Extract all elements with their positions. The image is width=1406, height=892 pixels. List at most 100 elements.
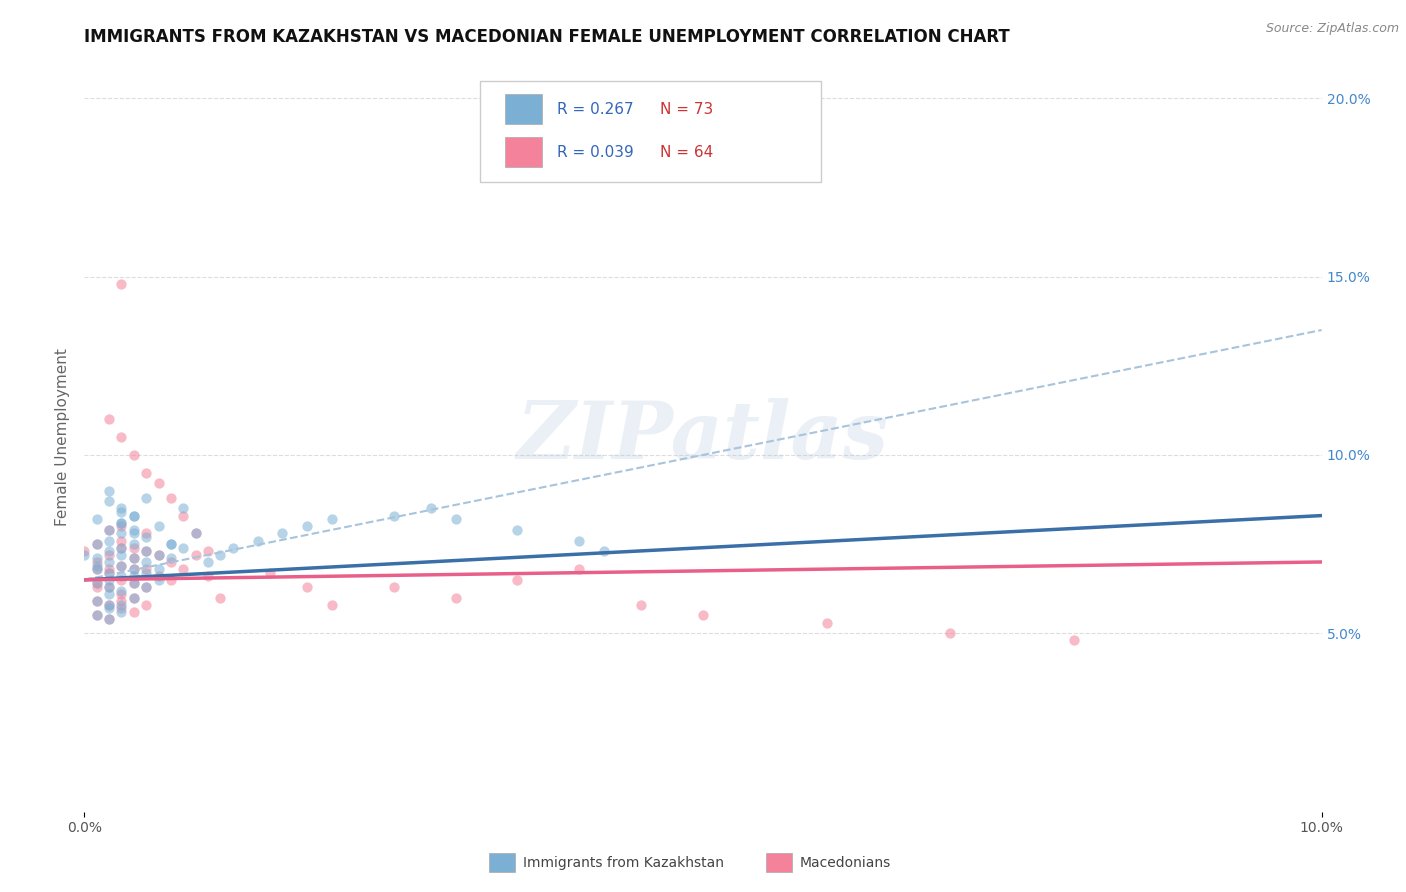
Point [506,573,529,587]
Point [295,580,318,594]
Point [122,551,145,566]
Point [135,598,157,612]
Point [135,580,157,594]
Point [382,580,405,594]
Point [110,558,132,573]
Point [98,566,121,580]
Point [148,548,170,562]
Point [73,548,96,562]
Point [98,573,121,587]
Point [148,519,170,533]
Point [271,526,294,541]
Point [172,508,194,523]
Point [321,512,343,526]
Point [222,541,245,555]
Point [122,569,145,583]
Point [110,548,132,562]
Point [86,537,108,551]
Text: R = 0.267: R = 0.267 [557,102,634,117]
Point [86,512,108,526]
Point [110,573,132,587]
Point [98,523,121,537]
Point [122,537,145,551]
Point [110,519,132,533]
Point [135,466,157,480]
Text: Source: ZipAtlas.com: Source: ZipAtlas.com [1265,22,1399,36]
Point [110,505,132,519]
Point [135,544,157,558]
Point [321,598,343,612]
Text: Macedonians: Macedonians [800,855,891,870]
Point [122,526,145,541]
Point [122,523,145,537]
Point [98,612,121,626]
Point [110,533,132,548]
Point [98,598,121,612]
Point [98,533,121,548]
Point [1063,633,1085,648]
Point [98,598,121,612]
Point [110,598,132,612]
Text: IMMIGRANTS FROM KAZAKHSTAN VS MACEDONIAN FEMALE UNEMPLOYMENT CORRELATION CHART: IMMIGRANTS FROM KAZAKHSTAN VS MACEDONIAN… [84,28,1010,45]
Point [110,501,132,516]
Point [122,541,145,555]
Text: Immigrants from Kazakhstan: Immigrants from Kazakhstan [523,855,724,870]
Point [110,430,132,444]
FancyBboxPatch shape [481,81,821,182]
Point [148,562,170,576]
Point [110,601,132,615]
Point [110,569,132,583]
Point [98,555,121,569]
Point [86,558,108,573]
Point [98,412,121,426]
Point [86,576,108,591]
Point [122,576,145,591]
Point [172,541,194,555]
Point [98,566,121,580]
Point [135,555,157,569]
Point [815,615,838,630]
Text: N = 73: N = 73 [659,102,713,117]
Point [110,605,132,619]
Point [122,508,145,523]
Point [184,526,207,541]
Point [98,580,121,594]
Point [148,569,170,583]
Point [148,476,170,491]
Point [110,594,132,608]
Point [122,448,145,462]
Point [122,562,145,576]
Point [160,491,183,505]
Point [110,541,132,555]
Text: ZIPatlas: ZIPatlas [517,399,889,475]
Point [160,555,183,569]
Point [135,580,157,594]
Point [160,537,183,551]
Y-axis label: Female Unemployment: Female Unemployment [55,348,70,526]
Point [197,569,219,583]
Point [86,562,108,576]
Point [135,491,157,505]
Point [122,591,145,605]
Point [86,580,108,594]
Point [148,573,170,587]
Point [172,562,194,576]
Point [122,508,145,523]
Point [135,530,157,544]
Point [86,608,108,623]
Point [110,516,132,530]
Point [98,580,121,594]
Text: R = 0.039: R = 0.039 [557,145,634,160]
Point [110,558,132,573]
Point [209,591,232,605]
Point [98,548,121,562]
Point [86,537,108,551]
Point [197,555,219,569]
Point [506,523,529,537]
Point [122,605,145,619]
Point [86,555,108,569]
Point [160,551,183,566]
Point [568,562,591,576]
Point [86,551,108,566]
Point [295,519,318,533]
